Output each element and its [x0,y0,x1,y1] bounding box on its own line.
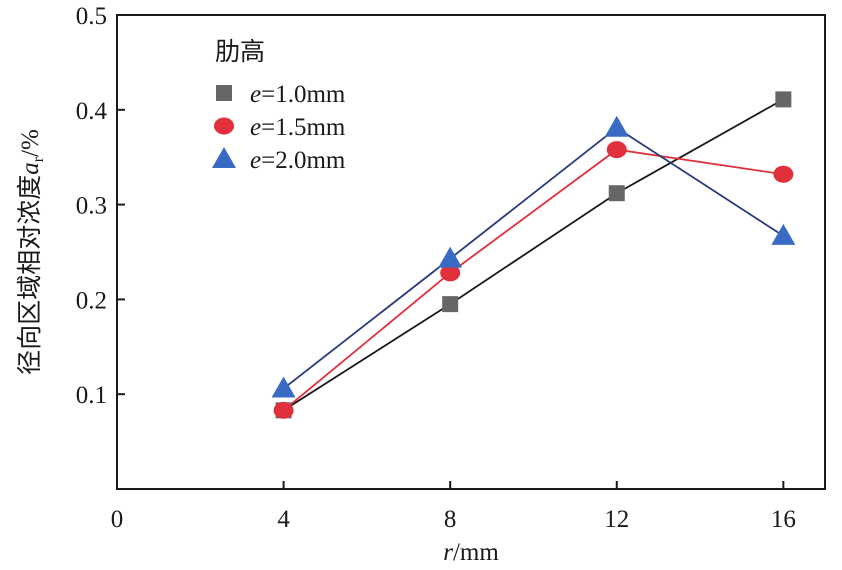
y-tick-label: 0.5 [76,3,107,30]
y-axis-title: 径向区域相对浓度ar/% [16,129,47,375]
legend-marker-1 [216,85,232,101]
data-point-series-1 [775,91,792,108]
y-axis-ticks: 0.1 0.2 0.3 0.4 0.5 [76,3,125,409]
series-line-2 [283,148,784,412]
y-tick-label: 0.3 [76,193,107,220]
series-lines [283,98,784,412]
legend-label-2: e=1.5mm [250,114,346,141]
series-line-1 [283,98,784,412]
data-point-series-3 [771,223,796,245]
data-point-series-2 [440,264,461,282]
y-axis-text: 径向区域相对浓度 [16,175,44,375]
legend-items: e=1.0mm e=1.5mm e=2.0mm [212,81,346,174]
legend-marker-3 [212,147,236,168]
series-line-3 [283,126,784,390]
x-tick-label: 8 [444,506,457,533]
data-point-series-1 [442,296,459,313]
x-axis-title: r/mm [443,539,499,566]
x-tick-label: 4 [277,506,290,533]
y-tick-label: 0.1 [76,382,107,409]
y-axis-unit: /% [17,129,44,157]
y-tick-label: 0.4 [76,98,108,125]
legend-label-1: e=1.0mm [250,81,346,108]
data-point-series-1 [608,185,625,202]
y-axis-sub: r [30,156,47,162]
legend-label-3: e=2.0mm [250,147,346,174]
data-point-series-2 [606,141,627,159]
data-point-series-3 [271,376,296,398]
plot-frame [116,14,826,490]
legend: 肋高 e=1.0mm e=1.5mm e=2.0mm [212,38,346,174]
x-tick-label: 12 [604,506,629,533]
x-axis-unit: /mm [453,539,499,566]
x-tick-label: 16 [771,506,796,533]
x-axis-ticks: 0 4 8 12 16 [111,481,796,533]
data-point-series-3 [438,246,463,268]
legend-title: 肋高 [215,38,265,66]
data-point-series-3 [604,115,629,137]
data-point-series-2 [773,165,794,183]
y-axis-var: a [17,162,44,175]
y-tick-label: 0.2 [76,287,107,314]
x-axis-var: r [443,539,453,566]
series-markers [271,91,796,419]
data-point-series-2 [273,401,294,419]
legend-marker-2 [214,117,234,135]
x-tick-label: 0 [111,506,124,533]
